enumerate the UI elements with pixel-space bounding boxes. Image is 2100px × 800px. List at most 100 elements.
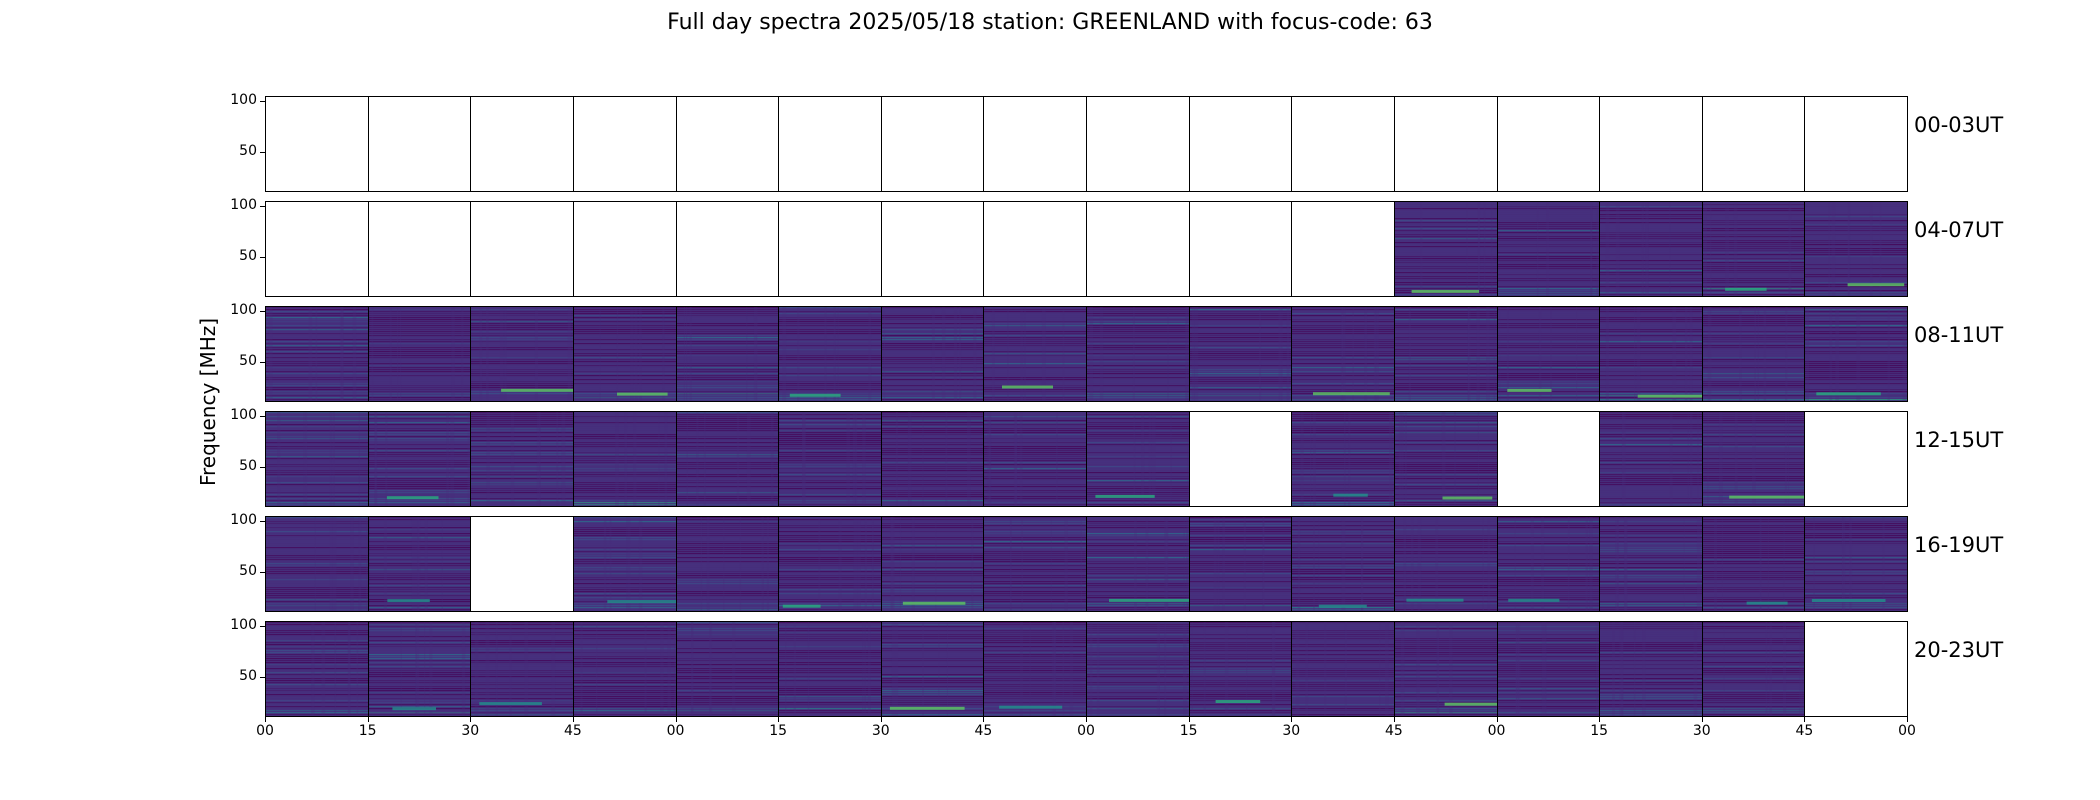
spectrogram-texture xyxy=(1805,517,1908,611)
spectrogram-texture xyxy=(1702,517,1805,611)
x-tick-mark xyxy=(1907,717,1908,722)
row-label: 16-19UT xyxy=(1914,533,2004,557)
y-tick-label: 50 xyxy=(239,142,257,159)
spectrogram-panel xyxy=(880,516,985,612)
spectrogram-texture xyxy=(676,517,779,611)
x-tick-mark xyxy=(983,717,985,722)
spectrogram-texture xyxy=(779,412,881,506)
y-tick-label: 50 xyxy=(239,247,257,264)
spectrogram-panel xyxy=(1393,621,1498,717)
x-tick-mark xyxy=(675,717,677,722)
spectrogram-panel xyxy=(1599,411,1703,507)
empty-panel xyxy=(880,201,985,297)
y-tick-mark xyxy=(260,571,265,573)
empty-panel xyxy=(1393,96,1498,192)
spectrogram-texture xyxy=(1702,622,1805,716)
spectrogram-texture xyxy=(1189,517,1292,611)
x-tick-label: 00 xyxy=(1487,723,1506,739)
x-tick-label: 30 xyxy=(1282,723,1301,739)
y-tick-mark xyxy=(260,206,265,208)
row-label: 04-07UT xyxy=(1914,218,2004,242)
spectrogram-panel xyxy=(367,516,472,612)
y-tick-mark xyxy=(260,151,265,153)
spectrogram-panel xyxy=(1599,201,1703,297)
empty-panel xyxy=(1291,201,1395,297)
empty-panel xyxy=(470,201,574,297)
spectrogram-texture xyxy=(266,307,368,401)
empty-panel xyxy=(367,96,472,192)
spectrogram-texture xyxy=(881,622,984,716)
spectrogram-panel xyxy=(1393,411,1498,507)
spectrogram-texture xyxy=(881,307,984,401)
spectrogram-texture xyxy=(368,307,471,401)
spectrogram-panel xyxy=(1393,201,1498,297)
empty-panel xyxy=(1599,96,1703,192)
spectrogram-panel xyxy=(675,306,780,402)
empty-panel xyxy=(1188,411,1293,507)
x-tick-mark xyxy=(1086,717,1087,722)
spectrogram-texture xyxy=(1394,412,1497,506)
empty-panel xyxy=(1291,96,1395,192)
x-tick-mark xyxy=(470,717,472,722)
spectrogram-panel xyxy=(572,621,677,717)
empty-panel xyxy=(470,516,574,612)
y-tick-label: 100 xyxy=(230,92,257,109)
empty-panel xyxy=(367,201,472,297)
y-tick-label: 100 xyxy=(230,302,257,319)
spectrogram-texture xyxy=(1292,622,1394,716)
x-tick-label: 30 xyxy=(1692,723,1711,739)
empty-panel xyxy=(470,96,574,192)
spectrogram-texture xyxy=(1189,307,1292,401)
y-tick-mark xyxy=(260,101,265,103)
y-tick-label: 100 xyxy=(230,197,257,214)
x-tick-label: 45 xyxy=(1384,723,1403,739)
x-tick-mark xyxy=(1188,717,1190,722)
spectrogram-texture xyxy=(1394,307,1497,401)
empty-panel xyxy=(1701,96,1806,192)
x-tick-label: 00 xyxy=(256,723,274,739)
spectrogram-texture xyxy=(1394,202,1497,296)
spectrogram-panel xyxy=(1599,621,1703,717)
spectrogram-texture xyxy=(368,412,471,506)
empty-panel xyxy=(1804,411,1908,507)
spectrogram-texture xyxy=(1087,622,1189,716)
spectrogram-texture xyxy=(1497,307,1600,401)
spectrogram-panel xyxy=(983,306,1087,402)
x-tick-mark xyxy=(1291,717,1293,722)
spectrogram-texture xyxy=(1600,202,1702,296)
spectrogram-texture xyxy=(1087,517,1189,611)
x-tick-label: 15 xyxy=(1590,723,1609,739)
empty-panel xyxy=(1086,201,1190,297)
empty-panel xyxy=(983,96,1087,192)
spectrogram-panel xyxy=(1599,306,1703,402)
spectrogram-texture xyxy=(1394,517,1497,611)
spectrogram-texture xyxy=(1600,517,1702,611)
spectrogram-texture xyxy=(1497,517,1600,611)
spectrogram-panel xyxy=(675,516,780,612)
chart-title: Full day spectra 2025/05/18 station: GRE… xyxy=(667,10,1433,35)
y-tick-mark xyxy=(260,361,265,363)
spectrogram-texture xyxy=(266,517,368,611)
x-tick-label: 15 xyxy=(1179,723,1198,739)
y-tick-mark xyxy=(260,256,265,258)
spectrogram-texture xyxy=(1702,202,1805,296)
x-tick-mark xyxy=(367,717,369,722)
y-tick-label: 50 xyxy=(239,352,257,369)
spectrogram-panel xyxy=(265,411,369,507)
x-tick-mark xyxy=(1496,717,1498,722)
empty-panel xyxy=(1188,96,1293,192)
empty-panel xyxy=(675,96,780,192)
spectrogram-texture xyxy=(1600,412,1702,506)
spectrogram-texture xyxy=(1805,307,1908,401)
row-label: 20-23UT xyxy=(1914,638,2004,662)
spectrogram-panel xyxy=(1701,621,1806,717)
empty-panel xyxy=(572,201,677,297)
spectrogram-panel xyxy=(1291,306,1395,402)
spectrogram-texture xyxy=(573,307,676,401)
spectrogram-panel xyxy=(1701,306,1806,402)
spectrogram-panel xyxy=(1496,516,1601,612)
spectrogram-panel xyxy=(1393,516,1498,612)
spectrogram-panel xyxy=(1188,621,1293,717)
spectrogram-panel xyxy=(1393,306,1498,402)
spectrogram-texture xyxy=(984,307,1087,401)
